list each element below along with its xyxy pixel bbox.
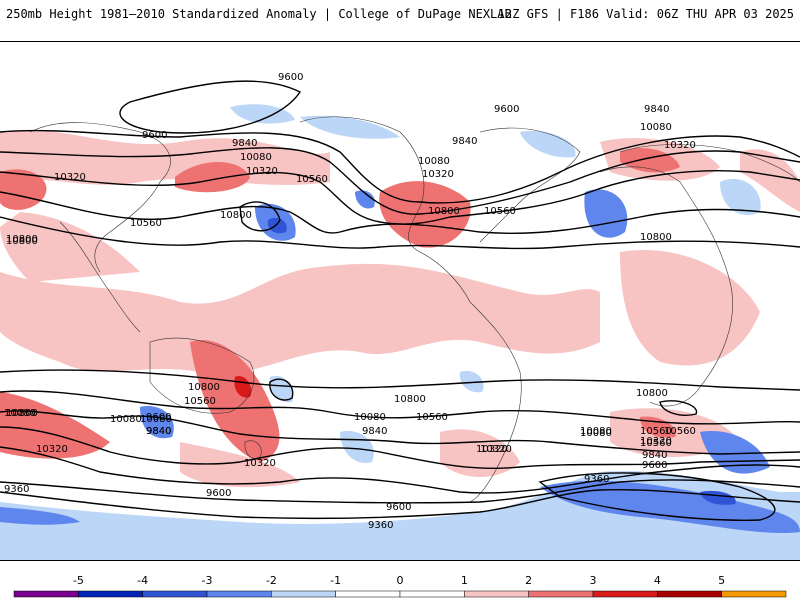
colorbar-swatch [721,590,787,598]
contour-label: 10080 [4,408,36,419]
contour-label: 10080 [640,122,672,133]
contour-label: 10320 [480,444,512,455]
contour-label: 9840 [452,136,477,147]
colorbar-swatch [271,590,336,598]
contour-label: 10560 [416,412,448,423]
contour-label: 10320 [664,140,696,151]
contour-label: 10800 [6,408,38,419]
contour-label: 10320 [54,172,86,183]
contour-label: 9600 [278,72,303,83]
colorbar-swatches [13,590,787,598]
contour-label: 9840 [362,426,387,437]
colorbar-tick-label: -1 [330,574,341,587]
contour-label: 10560 [184,396,216,407]
colorbar: -5 -4 -3 -2 -1 0 1 2 3 4 5 [0,570,800,600]
contour-label: 9600 [206,488,231,499]
contour-label: 9360 [584,474,609,485]
contour-label: 9600 [494,104,519,115]
contour-label: 10560 [484,206,516,217]
contour-label: 10800 [6,234,38,245]
contour-label: 9600 [142,130,167,141]
map-canvas: 9600 9600 9600 9840 9840 9840 10080 1008… [0,72,800,560]
colorbar-swatch [78,590,143,598]
colorbar-tick-label: -4 [137,574,148,587]
colorbar-tick-label: 2 [525,574,532,587]
height-contours [0,80,800,521]
model-run-info: 12Z GFS | F186 Valid: 06Z THU APR 03 202… [497,7,794,21]
colorbar-swatch [464,590,529,598]
contour-label: 10080 [140,414,172,425]
contour-label: 9840 [644,104,669,115]
contour-label: 10080 [110,414,142,425]
contour-label: 10800 [6,236,38,247]
contour-label: 10800 [220,210,252,221]
colorbar-tick-label: -5 [73,574,84,587]
contour-label: 10320 [244,458,276,469]
colorbar-tick-label: 3 [590,574,597,587]
contour-label: 9840 [642,450,667,461]
contour-label: 10560 [640,438,672,449]
contour-label: 10320 [422,169,454,180]
contour-label: 10560 [296,174,328,185]
contour-label: 10560 [130,218,162,229]
contour-label: 10800 [636,388,668,399]
contour-label: 10800 [394,394,426,405]
contour-label: 9360 [4,484,29,495]
contour-label: 10320 [476,444,508,455]
contour-label: 10080 [354,412,386,423]
contour-label: 10800 [640,232,672,243]
colorbar-tick-label: 0 [397,574,404,587]
colorbar-tick-label: 4 [654,574,661,587]
header: 250mb Height 1981–2010 Standardized Anom… [0,0,800,28]
contour-label: 9840 [146,426,171,437]
colorbar-swatch [142,590,208,598]
contour-label: 10080 [418,156,450,167]
contour-label: 10320 [36,444,68,455]
colorbar-tick-label: 1 [461,574,468,587]
colorbar-swatch [657,590,722,598]
negative-anomaly-shading [0,104,800,560]
colorbar-svg: -5 -4 -3 -2 -1 0 1 2 3 4 5 [13,574,787,598]
contour-label: 9840 [146,426,171,437]
colorbar-ticks: -5 -4 -3 -2 -1 0 1 2 3 4 5 [73,574,725,587]
map-title: 250mb Height 1981–2010 Standardized Anom… [6,7,512,21]
colorbar-swatch [528,590,594,598]
colorbar-tick-label: -2 [266,574,277,587]
contour-label: 10800 [428,206,460,217]
contour-label: 10320 [640,436,672,447]
contour-label: 9600 [146,412,171,423]
contour-label: 10560 [640,426,672,437]
colorbar-swatch [335,590,401,598]
contour-label: 10320 [246,166,278,177]
colorbar-tick-label: -3 [202,574,213,587]
contour-label: 10080 [580,428,612,439]
contour-labels: 9600 9600 9600 9840 9840 9840 10080 1008… [4,72,696,531]
contour-label: 10080 [240,152,272,163]
anomaly-map: 9600 9600 9600 9840 9840 9840 10080 1008… [0,41,800,561]
contour-label: 9600 [642,460,667,471]
contour-label: 10560 [664,426,696,437]
colorbar-swatch [206,590,272,598]
contour-label: 9840 [232,138,257,149]
contour-label: 10800 [188,382,220,393]
colorbar-swatch [13,590,79,598]
colorbar-swatch [592,590,658,598]
colorbar-tick-label: 5 [718,574,725,587]
colorbar-swatch [399,590,465,598]
contour-label: 9360 [368,520,393,531]
contour-label: 10080 [580,426,612,437]
contour-label: 9600 [386,502,411,513]
